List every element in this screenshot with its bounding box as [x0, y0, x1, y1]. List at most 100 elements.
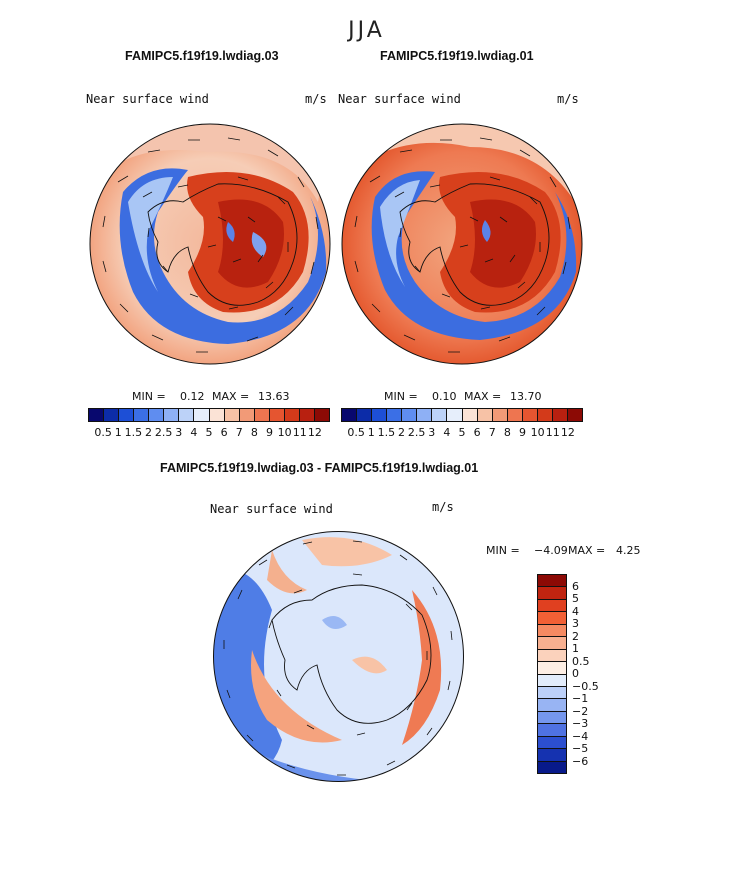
colorbar-swatch — [462, 409, 478, 421]
colorbar-tick-label: 7 — [488, 426, 496, 439]
diff-colorbar-swatch — [538, 761, 566, 773]
colorbar-swatch — [194, 409, 210, 421]
colorbar-swatch — [552, 409, 568, 421]
colorbar-tick-label: 10 — [277, 426, 292, 439]
panel2-variable-label: Near surface wind — [338, 92, 461, 106]
colorbar-tick-label: 5 — [458, 426, 466, 439]
colorbar-swatch — [119, 409, 135, 421]
diff-colorbar-swatch — [538, 749, 566, 762]
colorbar-tick-label: 8 — [250, 426, 258, 439]
colorbar-swatch — [299, 409, 315, 421]
diff-colorbar-swatch — [538, 711, 566, 725]
diff-variable-label: Near surface wind — [210, 502, 333, 516]
colorbar-tick-label: 6 — [220, 426, 228, 439]
colorbar-tick-label: 1 — [367, 426, 375, 439]
colorbar-tick-label: 2 — [145, 426, 152, 439]
colorbar-tick-label: 12 — [307, 426, 322, 439]
diff-colorbar-swatch — [538, 637, 566, 650]
panel1-variable-label: Near surface wind — [86, 92, 209, 106]
diff-map — [213, 531, 464, 782]
diff-colorbar-tick-label: −4 — [572, 729, 589, 743]
colorbar-tick-label: 11 — [292, 426, 307, 439]
panel2-max-value: 13.70 — [510, 390, 542, 403]
colorbar-swatch — [417, 409, 433, 421]
diff-min-label: MIN = — [486, 544, 520, 557]
colorbar-tick-label: 3 — [428, 426, 436, 439]
colorbar-swatch — [432, 409, 448, 421]
panel2-colorbar — [341, 408, 583, 422]
colorbar-swatch — [507, 409, 523, 421]
colorbar-swatch — [342, 409, 358, 421]
colorbar-swatch — [387, 409, 403, 421]
colorbar-tick-label: 5 — [205, 426, 213, 439]
diff-colorbar-tick-label: −3 — [572, 717, 589, 730]
colorbar-tick-label: 9 — [266, 426, 273, 439]
colorbar-swatch — [164, 409, 180, 421]
colorbar-tick-label: 4 — [443, 426, 451, 439]
colorbar-tick-label: 1.5 — [377, 426, 396, 439]
diff-colorbar-swatch — [538, 599, 566, 613]
colorbar-swatch — [567, 409, 582, 421]
diff-colorbar-swatch — [538, 686, 566, 700]
colorbar-swatch — [89, 409, 105, 421]
panel2-map — [341, 123, 583, 365]
colorbar-tick-label: 3 — [175, 426, 183, 439]
diff-min-value: −4.09 — [534, 544, 568, 557]
panel2-min-value: 0.10 — [432, 390, 457, 403]
diff-colorbar-swatch — [538, 699, 566, 712]
colorbar-tick-label: 2 — [398, 426, 405, 439]
panel2-title: FAMIPC5.f19f19.lwdiag.01 — [380, 49, 534, 63]
panel1-min-value: 0.12 — [180, 390, 205, 403]
diff-colorbar-tick-label: −5 — [572, 742, 589, 755]
diff-colorbar-swatch — [538, 736, 566, 750]
panel2-colorbar-ticks: 0.5 1 1.5 2 2.5 3 4 5 6 7 8 9 10 11 12 — [341, 426, 583, 440]
colorbar-swatch — [402, 409, 418, 421]
panel1-map — [89, 123, 331, 365]
diff-colorbar-tick-label: −0.5 — [572, 679, 599, 693]
colorbar-swatch — [314, 409, 329, 421]
colorbar-tick-label: 6 — [473, 426, 481, 439]
diff-colorbar-swatch — [538, 649, 566, 663]
diff-units: m/s — [432, 500, 454, 514]
diff-colorbar-tick-label: 0 — [572, 667, 579, 680]
diff-colorbar-tick-label: 3 — [572, 617, 579, 630]
colorbar-swatch — [269, 409, 285, 421]
panel1-units: m/s — [305, 92, 327, 106]
colorbar-swatch — [134, 409, 150, 421]
colorbar-swatch — [447, 409, 463, 421]
diff-colorbar-swatch — [538, 575, 566, 588]
colorbar-swatch — [209, 409, 225, 421]
panel2-units: m/s — [557, 92, 579, 106]
panel1-max-value: 13.63 — [258, 390, 290, 403]
diff-colorbar-tick-label: 6 — [572, 579, 579, 593]
diff-colorbar-swatch — [538, 674, 566, 687]
panel1-max-label: MAX = — [212, 390, 250, 403]
diff-colorbar — [537, 574, 567, 774]
colorbar-tick-label: 12 — [560, 426, 575, 439]
diff-colorbar-tick-label: −6 — [572, 754, 589, 768]
colorbar-swatch — [224, 409, 240, 421]
diff-colorbar-swatch — [538, 587, 566, 600]
diff-colorbar-tick-label: −2 — [572, 704, 589, 718]
diff-colorbar-tick-label: 2 — [572, 629, 579, 643]
diff-colorbar-ticks: 6 5 4 3 2 1 0.5 0 −0.5 −1 −2 −3 −4 −5 −6 — [572, 574, 612, 774]
colorbar-tick-label: 8 — [503, 426, 511, 439]
panel1-colorbar-ticks: 0.5 1 1.5 2 2.5 3 4 5 6 7 8 9 10 11 12 — [88, 426, 330, 440]
colorbar-tick-label: 2.5 — [407, 426, 426, 439]
diff-title: FAMIPC5.f19f19.lwdiag.03 - FAMIPC5.f19f1… — [160, 461, 479, 475]
colorbar-swatch — [179, 409, 195, 421]
colorbar-tick-label: 4 — [190, 426, 198, 439]
colorbar-swatch — [522, 409, 538, 421]
diff-colorbar-tick-label: 1 — [572, 642, 579, 655]
colorbar-swatch — [357, 409, 373, 421]
colorbar-tick-label: 1 — [114, 426, 122, 439]
panel2-min-label: MIN = — [384, 390, 418, 403]
colorbar-swatch — [149, 409, 165, 421]
diff-colorbar-tick-label: 5 — [572, 592, 579, 605]
colorbar-tick-label: 2.5 — [154, 426, 173, 439]
colorbar-swatch — [239, 409, 255, 421]
colorbar-swatch — [372, 409, 388, 421]
colorbar-tick-label: 1.5 — [124, 426, 143, 439]
colorbar-swatch — [477, 409, 493, 421]
season-title: JJA — [348, 18, 385, 43]
